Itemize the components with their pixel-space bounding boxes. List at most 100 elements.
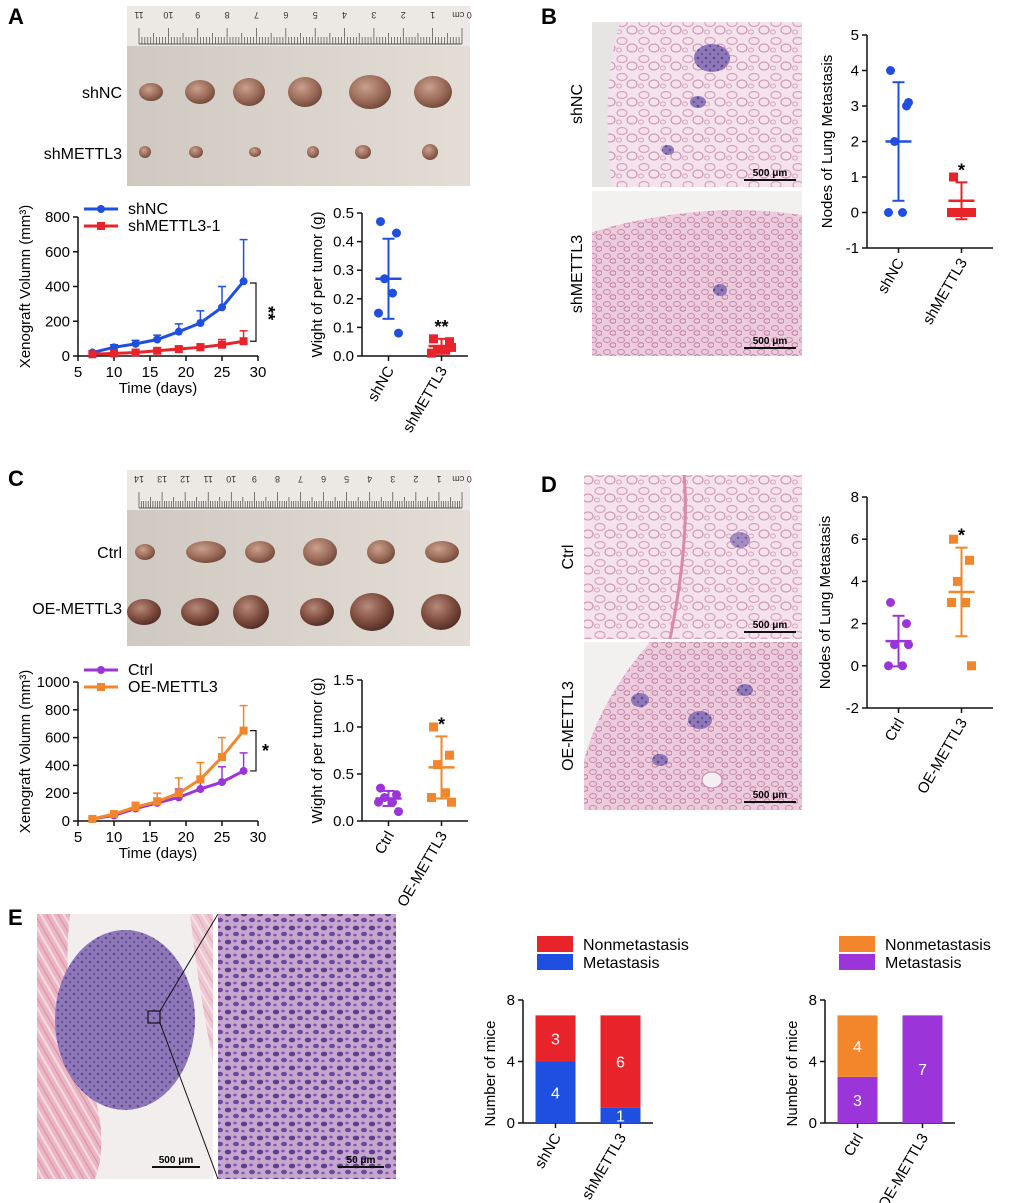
data-point xyxy=(890,640,899,650)
histology-row-label-shnc: shNC xyxy=(569,84,586,124)
y-tick-label: -1 xyxy=(846,240,859,257)
data-point xyxy=(196,785,205,794)
ruler-number: 8 xyxy=(225,10,230,20)
tumor-specimen xyxy=(425,541,459,563)
y-tick-label: 200 xyxy=(45,313,70,330)
data-point xyxy=(218,340,226,349)
ruler-number: 12 xyxy=(180,474,190,484)
significance-mark: ** xyxy=(258,306,278,320)
tumor-specimen xyxy=(233,595,269,629)
x-tick-label: 5 xyxy=(74,364,82,381)
ruler-number: 6 xyxy=(321,474,326,484)
ruler-number: 13 xyxy=(157,474,167,484)
data-point xyxy=(196,318,205,327)
data-point xyxy=(196,775,205,784)
x-tick-label: 30 xyxy=(250,364,267,381)
x-tick-label: Ctrl xyxy=(841,1131,867,1160)
histology-row-label-oe-mettl3: OE-METTL3 xyxy=(560,681,577,771)
data-point xyxy=(904,640,913,650)
data-point xyxy=(953,576,962,586)
data-point xyxy=(394,328,403,338)
bar-value-label: 3 xyxy=(853,1093,862,1110)
significance-bracket xyxy=(250,730,257,772)
x-tick-label: 25 xyxy=(214,364,231,381)
ruler-number: 5 xyxy=(313,10,318,20)
data-point xyxy=(131,348,140,357)
panel-label-b: B xyxy=(541,4,557,29)
bar-value-label: 6 xyxy=(616,1055,625,1072)
tumor-specimens-a xyxy=(139,75,452,160)
data-point xyxy=(110,343,118,352)
chart-c-growth: 0 200 400 600 800 1000 5 10 15 20 25 30 Time (days) X… xyxy=(17,662,269,862)
ruler-number: 5 xyxy=(344,474,349,484)
legend-marker xyxy=(97,205,105,213)
tumor-specimen xyxy=(185,80,215,104)
tumor-specimen xyxy=(233,78,265,106)
y-tick-label: 0 xyxy=(851,658,859,675)
histology-row-label-shmettl3: shMETTL3 xyxy=(569,235,586,313)
y-tick-label: 0.5 xyxy=(333,205,354,222)
bar-value-label: 3 xyxy=(551,1031,560,1048)
data-point xyxy=(441,345,450,355)
ruler-number: 9 xyxy=(252,474,257,484)
y-tick-label: 400 xyxy=(45,757,70,774)
y-tick-label: 0.3 xyxy=(333,262,354,279)
significance-mark: * xyxy=(958,160,965,180)
x-tick-label: 10 xyxy=(106,364,123,381)
data-point xyxy=(967,661,976,671)
lymph-node-histology-e: 500 μm 50 μm xyxy=(37,913,396,1180)
data-point xyxy=(239,337,248,346)
tumor-specimen xyxy=(249,147,261,157)
ruler-number: 6 xyxy=(283,10,288,20)
y-tick-label: 4 xyxy=(507,1054,515,1071)
photo-row-label-oe-mettl3: OE-METTL3 xyxy=(32,601,122,618)
x-tick-label: 10 xyxy=(106,829,123,846)
data-point xyxy=(429,722,438,732)
data-point xyxy=(88,814,97,823)
bar-segment xyxy=(600,1015,641,1108)
data-point xyxy=(239,766,248,775)
legend-label: Nonmetastasis xyxy=(583,937,689,954)
y-tick-label: 1 xyxy=(851,169,859,186)
x-tick-label: 20 xyxy=(178,364,195,381)
tumor-specimen xyxy=(300,598,334,626)
tumor-specimen xyxy=(139,83,163,101)
y-tick-label: 0 xyxy=(851,205,859,222)
x-axis-label: Time (days) xyxy=(119,380,198,397)
ruler-number: 0 cm xyxy=(452,10,472,20)
y-tick-label: 2 xyxy=(851,134,859,151)
y-tick-label: 3 xyxy=(851,98,859,115)
chart-d-nodes: -2 0 2 4 6 8 Nodes of Lung Metastasis Ctrl OE-ME… xyxy=(817,489,993,797)
x-tick-label: OE-METTL3 xyxy=(394,829,451,910)
y-axis-label: Nodes of Lung Metastasis xyxy=(819,55,836,228)
chart-e-bars-left: 0 4 8 Number of mice shNC 4 3 shMETTL3 1 6 Nonmeta… xyxy=(482,936,689,1203)
y-tick-label: 0.0 xyxy=(333,348,354,365)
ruler-number: 11 xyxy=(134,10,143,20)
y-axis-label: Wight of per tumor (g) xyxy=(309,678,326,824)
x-tick-label: shNC xyxy=(531,1130,565,1171)
bar-segment xyxy=(837,1015,878,1077)
panel-label-e: E xyxy=(8,905,23,930)
bar-value-label: 4 xyxy=(551,1085,560,1102)
chart-a-growth: 0 200 400 600 800 5 10 15 20 25 30 Time (days) Xenog… xyxy=(17,201,278,397)
y-tick-label: 0.2 xyxy=(333,291,354,308)
y-tick-label: 800 xyxy=(45,209,70,226)
data-point xyxy=(884,208,893,217)
data-point xyxy=(902,619,911,629)
series-line xyxy=(92,729,245,821)
y-axis-label: Number of mice xyxy=(482,1021,499,1127)
significance-mark: * xyxy=(262,741,269,761)
legend-label: Metastasis xyxy=(885,955,961,972)
tumor-specimen xyxy=(288,77,322,107)
ruler-number: 4 xyxy=(342,10,347,20)
data-point xyxy=(88,350,97,359)
data-point xyxy=(392,228,401,238)
y-tick-label: 0 xyxy=(507,1115,515,1132)
x-tick-label: shNC xyxy=(874,255,908,296)
x-tick-label: 5 xyxy=(74,829,82,846)
bar-value-label: 1 xyxy=(616,1108,625,1125)
y-tick-label: 2 xyxy=(851,616,859,633)
tumor-specimen xyxy=(189,146,203,158)
y-tick-label: 0 xyxy=(62,348,70,365)
bar-segment xyxy=(837,1076,878,1123)
